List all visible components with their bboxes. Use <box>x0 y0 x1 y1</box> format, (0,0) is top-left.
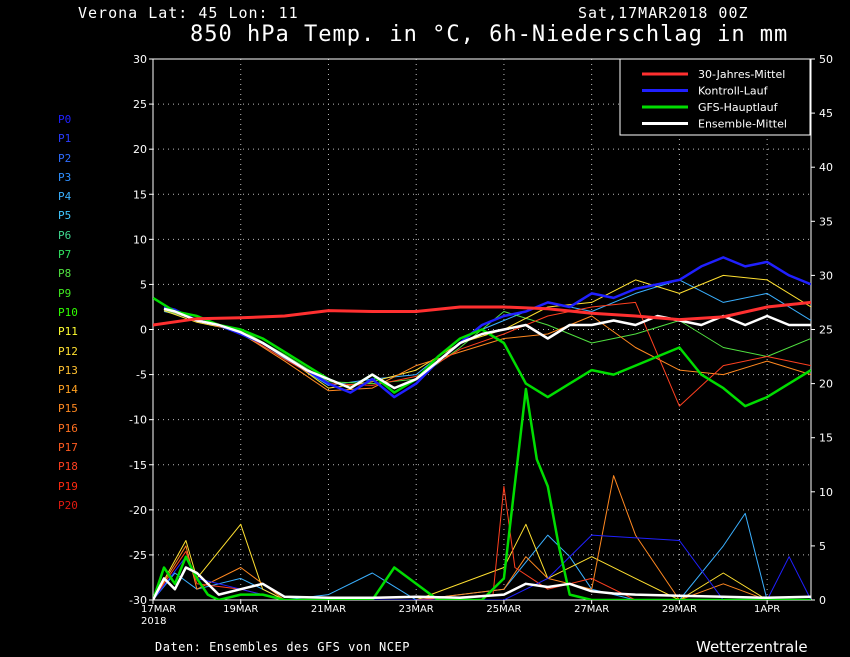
x-tick-label: 21MAR <box>311 604 346 615</box>
ensemble-member-list: P0 P1 P2 P3 P4 P5 P6 P7 P8 P9 P10 P11 P12 P13 P14 P15 P1… <box>58 110 78 515</box>
x-tick-label: 23MAR <box>399 604 434 615</box>
y-left-tick-label: 20 <box>133 143 147 156</box>
x-tick-label: 27MAR <box>574 604 609 615</box>
y-right-tick-label: 25 <box>819 324 833 337</box>
x-tick-label: 19MAR <box>223 604 258 615</box>
member-label-p12: P12 <box>58 344 78 358</box>
member-label-p10: P10 <box>58 305 78 319</box>
temp-line-ensemble-mittel <box>163 307 811 390</box>
member-label-p13: P13 <box>58 363 78 377</box>
data-source-credit: Daten: Ensembles des GFS von NCEP <box>155 640 410 654</box>
x-tick-label: 17MAR <box>141 604 176 615</box>
member-label-p18: P18 <box>58 460 78 474</box>
y-left-tick-label: -25 <box>129 549 147 562</box>
member-label-p14: P14 <box>58 383 78 397</box>
member-label-p16: P16 <box>58 421 78 435</box>
precip-line-gfs-hauptlauf <box>153 387 811 600</box>
y-right-tick-label: 10 <box>819 486 833 499</box>
y-left-tick-label: 5 <box>140 278 147 291</box>
x-tick-label: 1APR <box>754 604 780 615</box>
x-tick-label: 29MAR <box>662 604 697 615</box>
member-label-p9: P9 <box>58 286 72 300</box>
precip-line-p12 <box>153 523 811 600</box>
member-label-p8: P8 <box>58 267 72 281</box>
y-right-tick-label: 35 <box>819 215 833 228</box>
y-right-tick-label: 50 <box>819 53 833 66</box>
y-left-tick-label: -30 <box>129 594 147 607</box>
y-right-tick-label: 40 <box>819 161 833 174</box>
member-label-p17: P17 <box>58 441 78 455</box>
legend-entry: Kontroll-Lauf <box>698 85 769 98</box>
y-right-tick-label: 30 <box>819 269 833 282</box>
y-left-tick-label: 30 <box>133 53 147 66</box>
y-left-tick-label: -15 <box>129 459 147 472</box>
y-right-tick-label: 0 <box>819 594 826 607</box>
member-label-p19: P19 <box>58 479 78 493</box>
precip-line-p18 <box>153 485 811 600</box>
precip-line-p0 <box>153 534 811 600</box>
member-label-p3: P3 <box>58 170 72 184</box>
member-label-p2: P2 <box>58 151 72 165</box>
member-label-p5: P5 <box>58 209 72 223</box>
member-label-p20: P20 <box>58 498 78 512</box>
member-label-p7: P7 <box>58 248 72 262</box>
member-label-p0: P0 <box>58 113 72 126</box>
temp-line-p18 <box>163 301 811 407</box>
temp-line-gfs-hauptlauf <box>153 296 811 408</box>
temp-line-30-jahres-mittel <box>153 300 811 327</box>
legend-entry: GFS-Hauptlauf <box>698 101 779 114</box>
brand-name: Wetterzentrale <box>696 638 808 656</box>
member-label-p15: P15 <box>58 402 78 416</box>
x-tick-sublabel: 2018 <box>141 616 166 627</box>
member-label-p6: P6 <box>58 228 72 242</box>
member-label-p4: P4 <box>58 190 72 204</box>
legend-entry: 30-Jahres-Mittel <box>698 68 785 81</box>
legend-entry: Ensemble-Mittel <box>698 118 787 131</box>
member-label-p11: P11 <box>58 325 78 339</box>
precip-line-p4 <box>153 512 811 600</box>
y-left-tick-label: -20 <box>129 504 147 517</box>
y-left-tick-label: 15 <box>133 188 147 201</box>
run-date-header: Sat,17MAR2018 00Z <box>578 4 749 22</box>
y-right-tick-label: 5 <box>819 540 826 553</box>
y-left-tick-label: -5 <box>136 369 147 382</box>
chart-title: 850 hPa Temp. in °C, 6h-Niederschlag in … <box>190 22 789 47</box>
location-header: Verona Lat: 45 Lon: 11 <box>78 4 299 22</box>
y-left-tick-label: -10 <box>129 414 147 427</box>
y-right-tick-label: 15 <box>819 432 833 445</box>
y-left-tick-label: 25 <box>133 98 147 111</box>
temp-line-p15 <box>163 307 811 392</box>
y-right-tick-label: 20 <box>819 378 833 391</box>
y-left-tick-label: 0 <box>140 324 147 337</box>
member-label-p1: P1 <box>58 132 72 146</box>
y-right-tick-label: 45 <box>819 107 833 120</box>
y-left-tick-label: 10 <box>133 233 147 246</box>
precip-line-ensemble-mittel <box>153 566 811 600</box>
x-tick-label: 25MAR <box>486 604 521 615</box>
precip-line-p15 <box>153 475 811 600</box>
